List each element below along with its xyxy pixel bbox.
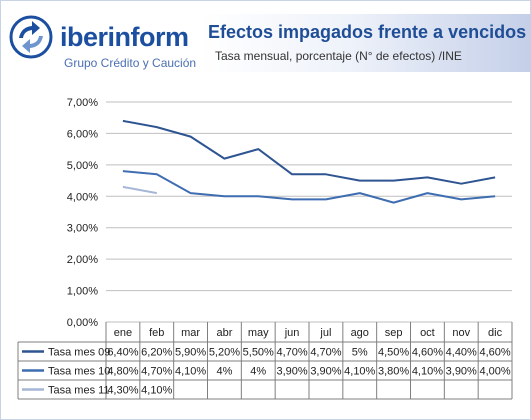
series-lines <box>122 119 496 204</box>
x-category-label: nov <box>452 327 470 339</box>
x-category-label: oct <box>420 327 435 339</box>
x-category-label: ene <box>114 327 132 339</box>
series-line <box>122 170 496 204</box>
data-table-value: 5% <box>352 347 368 359</box>
x-category-label: jun <box>284 327 300 339</box>
header: iberinform Grupo Crédito y Caución Efect… <box>0 0 531 76</box>
x-category-label: ago <box>351 327 369 339</box>
y-tick-label: 1,00% <box>67 286 98 298</box>
legend-series-name: Tasa mes 09 <box>48 347 110 359</box>
data-table-value: 3,90% <box>446 366 477 378</box>
chart-title: Efectos impagados frente a vencidos <box>208 22 527 42</box>
data-table-value: 6,40% <box>107 347 138 359</box>
brand-name: iberinform <box>60 22 189 52</box>
data-table-value: 3,90% <box>276 366 307 378</box>
chart-subtitle: Tasa mensual, porcentaje (N° de efectos)… <box>215 49 462 63</box>
data-table-value: 4,10% <box>412 366 443 378</box>
data-table-value: 4,70% <box>276 347 307 359</box>
series-line <box>122 185 157 195</box>
x-category-label: dic <box>488 327 503 339</box>
x-category-label: jul <box>319 327 331 339</box>
series-line <box>122 119 496 185</box>
x-category-label: feb <box>149 327 164 339</box>
x-category-label: abr <box>216 327 232 339</box>
data-table-value: 4,70% <box>310 347 341 359</box>
data-table-value: 3,80% <box>378 366 409 378</box>
data-table-value: 5,20% <box>209 347 240 359</box>
y-tick-label: 0,00% <box>67 317 98 329</box>
y-tick-label: 4,00% <box>67 191 98 203</box>
legend-series-name: Tasa mes 11 <box>48 385 110 397</box>
y-tick-label: 7,00% <box>67 97 98 109</box>
x-category-label: mar <box>181 327 200 339</box>
y-tick-label: 5,00% <box>67 160 98 172</box>
data-table-value: 4,40% <box>446 347 477 359</box>
data-table-value: 3,90% <box>310 366 341 378</box>
header-band <box>200 14 531 72</box>
data-table-value: 6,20% <box>141 347 172 359</box>
gridlines <box>106 101 512 323</box>
data-table-value: 4,30% <box>107 385 138 397</box>
data-table-value: 4,10% <box>141 385 172 397</box>
data-table-value: 4,10% <box>344 366 375 378</box>
brand-subtitle: Grupo Crédito y Caución <box>64 56 197 70</box>
data-table-value: 4,80% <box>107 366 138 378</box>
data-table: ene feb mar abr may jun jul ago sep oct nov dic Tasa… <box>17 322 513 400</box>
legend-series-name: Tasa mes 10 <box>48 366 110 378</box>
data-table-value: 4,60% <box>412 347 443 359</box>
y-tick-label: 3,00% <box>67 223 98 235</box>
data-table-value: 4% <box>250 366 266 378</box>
y-tick-label: 6,00% <box>67 128 98 140</box>
data-table-value: 4,10% <box>175 366 206 378</box>
iberinform-logo-icon <box>9 15 53 59</box>
data-table-value: 4,00% <box>479 366 510 378</box>
data-table-value: 4,50% <box>378 347 409 359</box>
y-axis-ticks: 0,00% 1,00% 2,00% 3,00% 4,00% 5,00% 6,00% 7,00% <box>67 97 98 329</box>
x-category-label: may <box>248 327 269 339</box>
data-table-value: 4,60% <box>479 347 510 359</box>
data-table-value: 4,70% <box>141 366 172 378</box>
y-tick-label: 2,00% <box>67 254 98 266</box>
x-category-label: sep <box>385 327 403 339</box>
data-table-value: 5,50% <box>243 347 274 359</box>
data-table-value: 5,90% <box>175 347 206 359</box>
data-table-value: 4% <box>216 366 232 378</box>
